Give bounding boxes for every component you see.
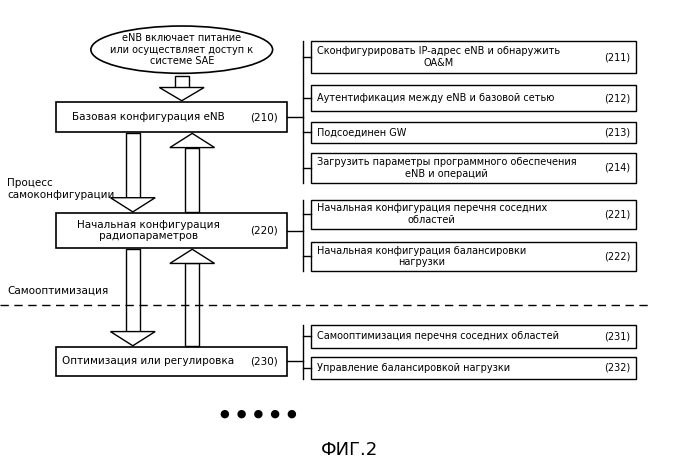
Polygon shape bbox=[185, 148, 199, 212]
Text: Начальная конфигурация перечня соседних
областей: Начальная конфигурация перечня соседних … bbox=[317, 203, 547, 225]
Text: ●  ●  ●  ●  ●: ● ● ● ● ● bbox=[220, 409, 297, 419]
Polygon shape bbox=[170, 133, 215, 148]
Polygon shape bbox=[170, 249, 215, 263]
Text: (211): (211) bbox=[605, 52, 630, 62]
Text: Самооптимизация: Самооптимизация bbox=[7, 286, 108, 296]
Text: (222): (222) bbox=[604, 251, 630, 262]
Polygon shape bbox=[159, 88, 204, 101]
Text: eNB включает питание
или осуществляет доступ к
системе SAE: eNB включает питание или осуществляет до… bbox=[110, 33, 253, 66]
Text: Загрузить параметры программного обеспечения
eNB и операций: Загрузить параметры программного обеспеч… bbox=[317, 157, 576, 179]
Text: (230): (230) bbox=[250, 356, 278, 367]
Polygon shape bbox=[110, 198, 155, 212]
Text: Оптимизация или регулировка: Оптимизация или регулировка bbox=[62, 356, 234, 367]
Text: (220): (220) bbox=[250, 226, 278, 236]
Polygon shape bbox=[185, 263, 199, 346]
Text: (231): (231) bbox=[605, 331, 630, 342]
Text: Управление балансировкой нагрузки: Управление балансировкой нагрузки bbox=[317, 363, 510, 373]
Text: Сконфигурировать IP-адрес eNB и обнаружить
OA&M: Сконфигурировать IP-адрес eNB и обнаружи… bbox=[317, 46, 560, 68]
Text: (214): (214) bbox=[605, 163, 630, 173]
Polygon shape bbox=[126, 249, 140, 332]
Polygon shape bbox=[110, 332, 155, 346]
Text: Начальная конфигурация балансировки
нагрузки: Начальная конфигурация балансировки нагр… bbox=[317, 245, 526, 267]
Text: Начальная конфигурация
радиопараметров: Начальная конфигурация радиопараметров bbox=[77, 220, 219, 241]
Text: Подсоединен GW: Подсоединен GW bbox=[317, 127, 406, 137]
Text: (221): (221) bbox=[604, 209, 630, 219]
Text: (212): (212) bbox=[604, 93, 630, 103]
Text: Самооптимизация перечня соседних областей: Самооптимизация перечня соседних областе… bbox=[317, 331, 559, 342]
Text: (213): (213) bbox=[605, 127, 630, 137]
Polygon shape bbox=[175, 76, 189, 88]
Text: ФИГ.2: ФИГ.2 bbox=[321, 441, 378, 459]
Text: (210): (210) bbox=[250, 112, 278, 122]
Text: Процесс
самоконфигурации: Процесс самоконфигурации bbox=[7, 178, 115, 200]
Text: (232): (232) bbox=[604, 363, 630, 373]
Text: Аутентификация между eNB и базовой сетью: Аутентификация между eNB и базовой сетью bbox=[317, 93, 554, 103]
Text: Базовая конфигурация eNB: Базовая конфигурация eNB bbox=[72, 112, 224, 122]
Polygon shape bbox=[126, 133, 140, 198]
